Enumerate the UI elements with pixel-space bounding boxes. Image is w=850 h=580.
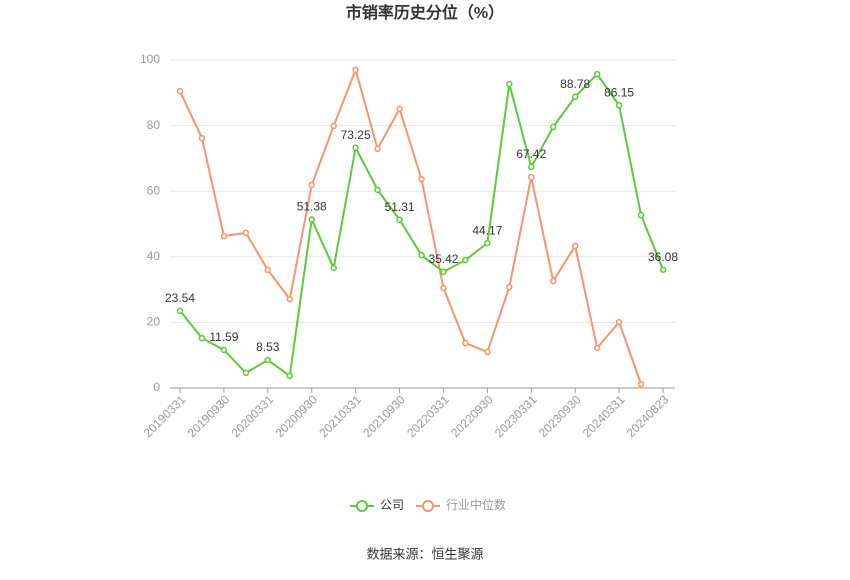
- x-tick-label: 20230930: [536, 392, 584, 440]
- point: [198, 334, 206, 342]
- point: [484, 348, 491, 356]
- point: [352, 144, 359, 151]
- point: [176, 87, 184, 95]
- y-tick-label: 100: [140, 52, 160, 66]
- legend-marker: [422, 500, 434, 512]
- point: [462, 256, 469, 264]
- point: [549, 123, 557, 131]
- point: [659, 266, 667, 273]
- point: [396, 216, 403, 223]
- point: [264, 356, 272, 364]
- data-label: 86.15: [604, 86, 634, 100]
- y-tick-label: 40: [147, 249, 161, 263]
- legend-marker: [356, 500, 368, 512]
- point: [528, 173, 535, 181]
- data-label: 23.54: [165, 291, 195, 305]
- point: [286, 295, 294, 303]
- data-label: 44.17: [472, 223, 502, 237]
- point: [418, 251, 425, 259]
- point: [571, 242, 579, 250]
- point: [528, 163, 535, 171]
- point: [220, 346, 228, 354]
- point: [242, 369, 250, 377]
- point: [286, 372, 294, 380]
- point: [264, 266, 272, 274]
- data-label: 88.78: [560, 77, 590, 91]
- data-label: 73.25: [341, 128, 371, 142]
- point: [198, 134, 206, 142]
- source: 数据来源：恒生聚源: [366, 546, 483, 561]
- y-tick-label: 0: [153, 380, 160, 394]
- point: [440, 268, 447, 276]
- point: [462, 339, 469, 347]
- data-label: 51.31: [385, 200, 415, 214]
- x-tick-label: 20220331: [404, 392, 452, 440]
- x-tick-label: 20210331: [316, 392, 364, 440]
- point: [220, 232, 228, 240]
- legend-label: 公司: [380, 498, 404, 512]
- x-tick-label: 20190930: [185, 392, 233, 440]
- point: [330, 264, 337, 272]
- point: [242, 229, 250, 237]
- point: [352, 66, 359, 74]
- point: [506, 283, 513, 291]
- x-tick-label: 20200930: [272, 392, 320, 440]
- point: [593, 344, 601, 352]
- y-tick-label: 80: [147, 118, 161, 132]
- series-line: [179, 72, 664, 378]
- x-tick-label: 20240331: [580, 392, 628, 440]
- point: [571, 93, 579, 101]
- x-tick-label: 20240823: [624, 392, 672, 440]
- chart-title: 市销率历史分位（%）: [346, 3, 504, 22]
- point: [374, 145, 381, 153]
- y-tick-label: 20: [147, 315, 161, 329]
- point: [615, 318, 623, 326]
- x-tick-label: 20190331: [141, 392, 189, 440]
- x-tick-label: 20220930: [448, 392, 496, 440]
- data-label: 8.53: [256, 340, 280, 354]
- data-label: 35.42: [428, 252, 458, 266]
- data-label: 67.42: [516, 147, 546, 161]
- x-tick-label: 20210930: [360, 392, 408, 440]
- data-label: 11.59: [209, 330, 238, 344]
- point: [440, 284, 447, 292]
- point: [308, 216, 315, 223]
- point: [506, 80, 513, 88]
- y-tick-label: 60: [147, 183, 161, 197]
- point: [615, 102, 623, 109]
- data-label: 51.38: [297, 200, 327, 214]
- point: [637, 380, 645, 388]
- series-line: [179, 66, 642, 385]
- point: [637, 211, 645, 219]
- point: [593, 70, 601, 78]
- x-tick-label: 20200331: [229, 392, 277, 440]
- point: [330, 122, 337, 130]
- point: [549, 277, 557, 285]
- data-label: 36.08: [648, 250, 678, 264]
- point: [418, 175, 425, 183]
- point: [484, 239, 491, 247]
- point: [374, 186, 381, 194]
- point: [396, 105, 403, 113]
- point: [176, 307, 184, 315]
- x-tick-label: 20230331: [492, 392, 540, 440]
- legend-label: 行业中位数: [446, 497, 506, 512]
- point: [308, 181, 315, 189]
